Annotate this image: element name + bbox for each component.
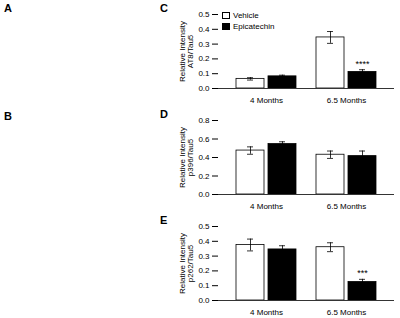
html-text:Vehicle: Vehicle	[233, 11, 259, 20]
svg-text:0.8: 0.8	[198, 116, 210, 125]
svg-text:0.2: 0.2	[198, 54, 210, 63]
svg-text:0.1: 0.1	[198, 69, 210, 78]
html-text:E: E	[160, 214, 168, 226]
svg-text:0.3: 0.3	[198, 40, 210, 49]
svg-text:6.5 Months: 6.5 Months	[327, 96, 367, 105]
svg-text:0.6: 0.6	[198, 135, 210, 144]
html-text:Epicatechin: Epicatechin	[233, 22, 275, 31]
svg-text:Relative Intensityp262/Tau5: Relative Intensityp262/Tau5	[178, 233, 195, 294]
svg-text:4 Months: 4 Months	[250, 96, 283, 105]
svg-text:4 Months: 4 Months	[250, 202, 283, 211]
svg-text:0.5: 0.5	[198, 10, 210, 19]
html-text:C: C	[160, 2, 168, 14]
svg-text:0.1: 0.1	[198, 281, 210, 290]
svg-text:Relative Intensityp396/Tau5: Relative Intensityp396/Tau5	[178, 127, 195, 188]
svg-text:6.5 Months: 6.5 Months	[327, 202, 367, 211]
svg-text:0.0: 0.0	[198, 84, 210, 93]
svg-text:0.2: 0.2	[198, 266, 210, 275]
html-text:A: A	[4, 2, 12, 14]
svg-text:0.4: 0.4	[198, 237, 210, 246]
svg-text:0.3: 0.3	[198, 252, 210, 261]
svg-text:0.0: 0.0	[198, 190, 210, 199]
html-text:D: D	[160, 108, 168, 120]
svg-text:0.0: 0.0	[198, 296, 210, 305]
svg-text:4 Months: 4 Months	[250, 308, 283, 317]
svg-text:0.2: 0.2	[198, 172, 210, 181]
svg-text:0.4: 0.4	[198, 25, 210, 34]
svg-text:0.5: 0.5	[198, 222, 210, 231]
html-text:B: B	[4, 110, 12, 122]
svg-text:Relative IntensityAT8/Tau5: Relative IntensityAT8/Tau5	[178, 21, 195, 82]
svg-text:***: ***	[357, 268, 368, 278]
svg-text:****: ****	[355, 59, 370, 69]
svg-text:0.4: 0.4	[198, 153, 210, 162]
svg-text:6.5 Months: 6.5 Months	[327, 308, 367, 317]
